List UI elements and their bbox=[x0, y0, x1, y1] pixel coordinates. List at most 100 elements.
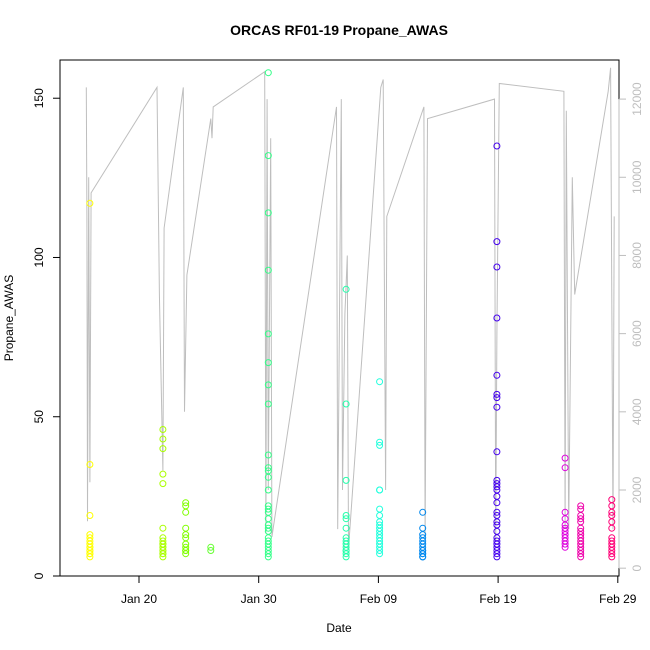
data-point-flight-3 bbox=[182, 547, 190, 554]
y-tick-label: 100 bbox=[32, 247, 46, 267]
data-point-flight-9 bbox=[493, 371, 501, 379]
data-point-flight-5 bbox=[264, 524, 272, 532]
data-point-flight-6 bbox=[342, 400, 350, 408]
data-point-flight-9 bbox=[493, 390, 501, 398]
data-point-flight-6 bbox=[342, 515, 350, 523]
data-point-flight-10 bbox=[561, 543, 569, 551]
data-point-flight-9 bbox=[493, 403, 501, 411]
data-point-flight-1 bbox=[86, 512, 94, 519]
data-point-flight-1 bbox=[86, 461, 94, 468]
data-point-flight-2 bbox=[159, 470, 167, 478]
data-point-flight-7 bbox=[376, 547, 384, 554]
data-point-flight-9 bbox=[493, 314, 501, 322]
data-point-flight-5 bbox=[264, 69, 272, 77]
altitude-track-layer bbox=[85, 67, 615, 549]
data-point-flight-5 bbox=[264, 486, 272, 494]
data-point-flight-5 bbox=[264, 451, 272, 459]
data-point-flight-3 bbox=[182, 499, 190, 507]
data-point-flight-2 bbox=[159, 435, 167, 443]
data-point-flight-11 bbox=[577, 550, 585, 558]
data-point-flight-12 bbox=[608, 553, 616, 561]
data-point-flight-1 bbox=[86, 550, 94, 558]
data-point-flight-7 bbox=[376, 512, 384, 519]
data-point-flight-7 bbox=[376, 378, 384, 386]
x-axis-label: Date bbox=[326, 621, 352, 635]
data-point-flight-8 bbox=[419, 550, 427, 558]
data-point-flight-9 bbox=[493, 263, 501, 271]
data-point-flight-5 bbox=[264, 473, 272, 481]
data-point-flight-8 bbox=[419, 508, 427, 516]
x-tick-label: Feb 09 bbox=[360, 592, 398, 606]
data-point-flight-2 bbox=[159, 445, 167, 453]
y2-tick-label: 6000 bbox=[630, 320, 644, 347]
data-point-flight-6 bbox=[342, 524, 350, 532]
data-point-flight-12 bbox=[608, 502, 616, 510]
data-point-flight-9 bbox=[493, 238, 501, 246]
data-point-flight-9 bbox=[493, 550, 501, 558]
data-point-flight-3 bbox=[182, 550, 190, 558]
data-point-flight-11 bbox=[577, 553, 585, 561]
data-point-flight-12 bbox=[608, 518, 616, 526]
data-point-flight-11 bbox=[577, 515, 585, 523]
data-point-flight-8 bbox=[419, 553, 427, 561]
data-point-flight-10 bbox=[561, 454, 569, 462]
data-point-flight-5 bbox=[264, 381, 272, 389]
data-point-flight-7 bbox=[376, 486, 384, 494]
y-axis-label: Propane_AWAS bbox=[2, 275, 16, 362]
data-point-flight-6 bbox=[342, 476, 350, 484]
data-point-flight-9 bbox=[493, 518, 501, 526]
data-point-flight-2 bbox=[159, 524, 167, 532]
data-point-flight-1 bbox=[86, 553, 94, 561]
data-point-flight-9 bbox=[493, 448, 501, 456]
data-point-flight-9 bbox=[493, 553, 501, 561]
data-point-flight-3 bbox=[182, 524, 190, 532]
x-tick-label: Feb 19 bbox=[479, 592, 517, 606]
data-point-flight-5 bbox=[264, 464, 272, 472]
data-point-flight-6 bbox=[342, 285, 350, 293]
data-point-flight-5 bbox=[264, 550, 272, 558]
data-point-flight-12 bbox=[608, 550, 616, 558]
data-point-flight-5 bbox=[264, 359, 272, 367]
y2-tick-label: 4000 bbox=[630, 398, 644, 425]
data-point-flight-11 bbox=[577, 502, 585, 510]
data-point-flight-5 bbox=[264, 505, 272, 513]
data-point-flight-3 bbox=[182, 508, 190, 516]
data-point-flight-10 bbox=[561, 540, 569, 548]
y2-tick-label: 8000 bbox=[630, 242, 644, 269]
data-point-flight-7 bbox=[376, 438, 384, 446]
y2-tick-label: 2000 bbox=[630, 476, 644, 503]
data-point-flight-5 bbox=[264, 209, 272, 217]
y-tick-label: 0 bbox=[32, 572, 46, 579]
data-point-flight-5 bbox=[264, 400, 272, 408]
data-point-flight-7 bbox=[376, 441, 384, 449]
data-point-flight-5 bbox=[264, 152, 272, 160]
data-point-flight-9 bbox=[493, 394, 501, 402]
data-point-flight-12 bbox=[608, 496, 616, 504]
x-tick-label: Jan 30 bbox=[241, 592, 277, 606]
data-point-flight-2 bbox=[159, 426, 167, 433]
data-point-flight-1 bbox=[86, 199, 94, 207]
data-point-flight-6 bbox=[342, 512, 350, 519]
altitude-track-line bbox=[85, 67, 615, 549]
data-point-flight-4 bbox=[207, 547, 215, 554]
data-point-flight-9 bbox=[493, 142, 501, 150]
y-tick-label: 50 bbox=[32, 410, 46, 424]
data-point-flight-9 bbox=[493, 492, 501, 500]
data-point-flight-3 bbox=[182, 531, 190, 539]
y-tick-label: 150 bbox=[32, 88, 46, 108]
data-point-flight-2 bbox=[159, 550, 167, 558]
data-point-flight-12 bbox=[608, 508, 616, 516]
y2-tick-label: 12000 bbox=[630, 82, 644, 116]
data-point-flight-5 bbox=[264, 266, 272, 274]
data-point-flight-9 bbox=[493, 508, 501, 516]
data-point-flight-7 bbox=[376, 505, 384, 513]
data-point-flight-9 bbox=[493, 483, 501, 491]
y2-tick-label: 10000 bbox=[630, 160, 644, 194]
data-point-flight-5 bbox=[264, 553, 272, 561]
data-point-flight-5 bbox=[264, 330, 272, 338]
data-point-flight-12 bbox=[608, 524, 616, 532]
data-point-flight-2 bbox=[159, 480, 167, 488]
data-point-flight-2 bbox=[159, 553, 167, 561]
data-point-flight-9 bbox=[493, 499, 501, 507]
